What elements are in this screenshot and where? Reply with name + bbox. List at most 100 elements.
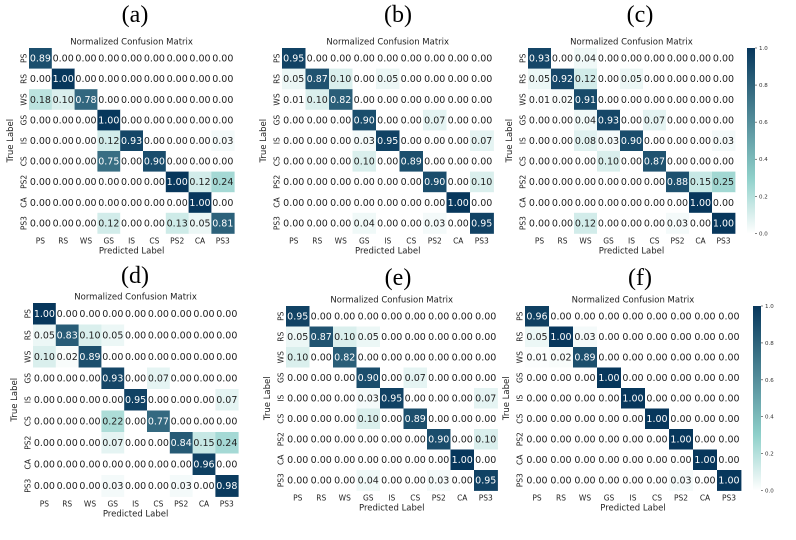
cell-value: 0.88 [667,177,688,188]
heatmap-cell [528,48,552,69]
cell-value: 0.00 [428,332,449,343]
cell-value: 0.10 [307,95,328,106]
heatmap-cell [645,408,670,430]
heatmap-cell [376,151,400,172]
heatmap-cell [165,89,189,111]
cell-value: 0.07 [471,136,492,147]
x-tick-label: WS [579,236,591,245]
cell-value: 0.00 [644,136,665,147]
cell-value: 0.00 [193,417,214,428]
heatmap-cell [78,475,102,497]
heatmap-cell [333,449,357,471]
cell-value: 0.00 [189,115,210,126]
cell-value: 0.00 [171,374,192,385]
cell-value: 0.03 [424,218,445,229]
cell-value: 0.03 [428,476,449,487]
y-tick-label: IS [273,137,282,144]
cell-value: 0.00 [148,395,169,406]
heatmap-cell [446,192,471,214]
cell-value: 0.00 [475,353,496,364]
heatmap-cell [470,68,494,90]
heatmap-cell [717,388,742,409]
y-tick-label: WS [20,93,29,105]
heatmap-cell [669,408,694,430]
cell-value: 0.04 [575,115,596,126]
heatmap-cell [712,151,736,172]
cell-value: 0.00 [212,54,233,65]
cell-value: 0.00 [79,309,100,320]
x-tick-label: PS [532,494,542,503]
cell-value: 0.00 [448,136,469,147]
cell-value: 0.00 [148,352,169,363]
heatmap-cell [712,109,736,131]
cell-value: 0.00 [529,177,550,188]
cell-value: 0.00 [622,435,643,446]
x-tick-label: WS [84,500,96,509]
heatmap-cell [666,89,690,111]
heatmap-cell [689,171,713,193]
cell-value: 0.00 [670,394,691,405]
cell-value: 0.00 [358,312,379,323]
heatmap-cell [376,109,400,131]
cell-value: 0.00 [287,435,308,446]
cell-value: 0.00 [550,435,571,446]
heatmap-cell [380,449,404,471]
heatmap-cell [620,68,644,90]
x-axis-label: Predicted Label [99,246,165,256]
heatmap-cell [376,68,400,90]
cell-value: 0.00 [405,353,426,364]
cell-value: 0.00 [646,455,667,466]
cell-value: 0.00 [718,435,739,446]
heatmap-cell [120,192,144,214]
heatmap-cell [101,367,125,390]
cell-value: 0.00 [526,373,547,384]
x-tick-label: PS2 [174,500,188,509]
cell-value: 0.24 [216,438,237,449]
cell-value: 0.00 [646,312,667,323]
x-tick-label: PS3 [220,500,234,509]
cell-value: 0.00 [381,455,402,466]
cell-value: 0.00 [30,136,51,147]
heatmap-cell [352,68,377,90]
heatmap-cell [573,347,598,368]
cell-value: 0.00 [622,332,643,343]
cell-value: 0.00 [644,74,665,85]
cell-value: 0.00 [283,136,304,147]
cell-value: 0.00 [405,455,426,466]
heatmap-cell [712,212,736,234]
cell-value: 0.10 [598,157,619,168]
heatmap-cell [282,212,306,234]
cell-value: 0.00 [167,54,188,65]
heatmap-cell [666,192,690,214]
heatmap-cell [165,151,189,172]
cell-value: 0.00 [30,115,51,126]
heatmap-cell [525,408,550,430]
y-tick-label: PS2 [516,432,525,446]
heatmap-cell [597,306,622,327]
cell-value: 0.00 [381,476,402,487]
heatmap-cell [120,68,144,90]
heatmap-cell [305,68,330,90]
cell-value: 0.05 [529,74,550,85]
cell-value: 0.90 [621,136,642,147]
y-tick-label: PS3 [519,216,528,230]
cell-value: 0.81 [212,218,233,229]
cell-value: 0.10 [34,352,55,363]
heatmap-cell [101,453,125,476]
heatmap-cell [309,449,334,471]
cell-value: 0.00 [102,395,123,406]
cell-value: 0.00 [121,198,142,209]
heatmap-cell [51,109,75,131]
heatmap-cell [215,367,239,390]
cell-value: 0.00 [690,74,711,85]
heatmap-cell [192,432,216,454]
cell-value: 0.00 [552,115,573,126]
heatmap-cell [573,326,598,348]
heatmap-cell [309,326,334,348]
heatmap-cell [282,130,306,152]
y-tick-label: RS [20,74,29,84]
cell-value: 0.08 [575,136,596,147]
x-tick-label: RS [58,236,68,245]
